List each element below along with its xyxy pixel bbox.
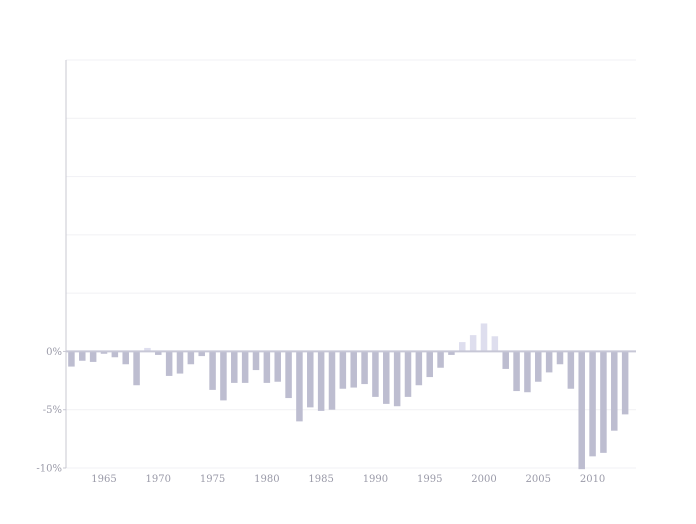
x-tick-label: 1990 — [363, 474, 388, 485]
bars-group — [68, 323, 629, 470]
bar-1990 — [372, 351, 379, 397]
x-axis-ticks: 1965 1970 1975 1980 1985 1990 1995 2000 2005 2010 — [91, 474, 605, 485]
bar-1975 — [209, 351, 216, 390]
y-tick-label: 0% — [46, 347, 62, 358]
bar-1997 — [448, 351, 455, 355]
bar-1981 — [274, 351, 281, 382]
bar-1967 — [122, 351, 129, 365]
bar-1986 — [328, 351, 336, 410]
x-tick-label: 2010 — [580, 474, 605, 485]
bar-1977 — [231, 351, 238, 383]
bar-2002 — [502, 351, 509, 369]
x-tick-label: 2005 — [526, 474, 551, 485]
bar-2004 — [524, 351, 531, 393]
grid-lines — [66, 59, 636, 469]
bar-2000 — [480, 323, 488, 352]
bar-1972 — [176, 351, 184, 374]
bar-1993 — [404, 351, 412, 397]
bar-2006 — [545, 351, 553, 373]
bar-2003 — [513, 351, 520, 392]
bar-1999 — [469, 335, 477, 352]
bar-1962 — [68, 351, 75, 367]
bar-1995 — [426, 351, 433, 378]
bar-1976 — [220, 351, 227, 401]
bar-1980 — [263, 351, 271, 383]
bar-1973 — [187, 351, 195, 365]
x-tick-label: 1965 — [91, 474, 116, 485]
bar-1963 — [79, 351, 86, 361]
bar-1979 — [252, 351, 260, 371]
x-tick-label: 1970 — [146, 474, 171, 485]
bar-2012 — [611, 351, 618, 431]
bar-1996 — [437, 351, 444, 368]
bar-1971 — [165, 351, 173, 376]
bar-2007 — [556, 351, 564, 365]
bar-2001 — [491, 336, 499, 352]
bar-2013 — [621, 351, 629, 415]
bar-1998 — [459, 342, 466, 352]
bar-1978 — [241, 351, 249, 383]
x-tick-label: 1985 — [308, 474, 333, 485]
bar-2010 — [589, 351, 596, 457]
y-axis-ticks: -10% -5% 0% — [36, 347, 66, 475]
bar-1989 — [361, 351, 368, 385]
y-tick-label: -10% — [36, 464, 62, 475]
bar-2005 — [535, 351, 542, 382]
bar-1988 — [350, 351, 357, 388]
bar-1994 — [415, 351, 423, 386]
x-tick-label: 1980 — [254, 474, 279, 485]
bar-1964 — [89, 351, 97, 362]
bar-2008 — [567, 351, 575, 389]
bar-1985 — [317, 351, 325, 411]
bar-2011 — [600, 351, 607, 453]
bar-2009 — [578, 351, 585, 470]
x-tick-label: 1975 — [200, 474, 225, 485]
bar-1987 — [339, 351, 347, 389]
bar-1982 — [285, 351, 292, 399]
y-tick-label: -5% — [43, 405, 62, 416]
bar-1984 — [307, 351, 314, 408]
bar-1974 — [198, 351, 205, 357]
bar-1970 — [155, 351, 162, 355]
bar-1991 — [383, 351, 390, 404]
bar-1965 — [100, 351, 108, 354]
x-tick-label: 1995 — [417, 474, 442, 485]
bar-1992 — [393, 351, 401, 407]
bar-1968 — [133, 351, 140, 386]
bar-1966 — [111, 351, 119, 358]
bar-1983 — [296, 351, 303, 422]
bar-1969 — [144, 347, 151, 352]
x-tick-label: 2000 — [471, 474, 496, 485]
